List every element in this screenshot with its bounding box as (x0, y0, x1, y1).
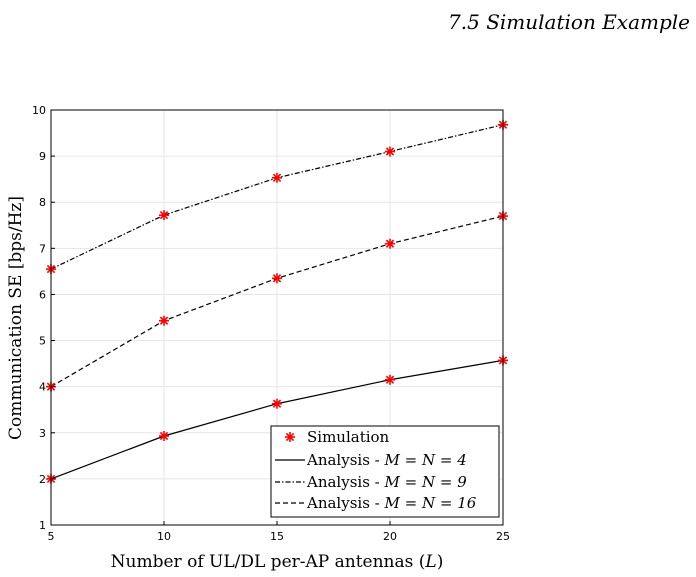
y-tick-label: 9 (39, 150, 46, 163)
legend-label-simulation: Simulation (307, 428, 390, 446)
y-axis-label: Communication SE [bps/Hz] (6, 196, 26, 440)
simulation-marker (272, 398, 282, 409)
y-tick-label: 7 (39, 242, 46, 255)
x-tick-labels: 5 10 15 20 25 (48, 521, 510, 543)
legend-label-m4: Analysis - M = N = 4 (306, 451, 467, 469)
y-tick-label: 6 (39, 288, 46, 301)
simulation-marker (159, 210, 169, 221)
simulation-marker (272, 172, 282, 183)
legend-label-m16: Analysis - M = N = 16 (306, 494, 477, 512)
simulation-marker (272, 273, 282, 284)
x-tick-label: 25 (496, 530, 510, 543)
simulation-marker (385, 146, 395, 157)
simulation-marker (159, 315, 169, 326)
y-tick-label: 8 (39, 196, 46, 209)
x-tick-label: 20 (383, 530, 397, 543)
x-axis-label: Number of UL/DL per-AP antennas (L) (111, 552, 444, 572)
page-header: 7.5 Simulation Example (448, 10, 690, 34)
legend-box (270, 425, 500, 518)
x-tick-label: 15 (270, 530, 284, 543)
simulation-marker (385, 374, 395, 385)
y-tick-label: 5 (39, 335, 46, 348)
x-tick-label: 10 (157, 530, 171, 543)
y-tick-label: 10 (32, 104, 46, 117)
y-tick-labels: 1 2 3 4 5 6 7 8 9 10 (32, 104, 55, 532)
y-tick-label: 2 (39, 473, 46, 486)
y-tick-label: 4 (39, 381, 46, 394)
legend-simulation-marker (285, 432, 295, 442)
legend: Simulation Analysis - M = N = 4 Analysis… (270, 425, 500, 518)
legend-label-m9: Analysis - M = N = 9 (306, 473, 467, 491)
y-tick-label: 1 (39, 519, 46, 532)
simulation-marker (159, 431, 169, 442)
y-tick-label: 3 (39, 427, 46, 440)
simulation-marker (385, 238, 395, 249)
x-tick-label: 5 (48, 530, 55, 543)
